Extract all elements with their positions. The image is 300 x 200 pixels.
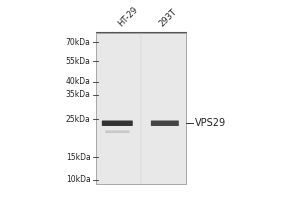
- FancyBboxPatch shape: [102, 121, 133, 126]
- Text: 55kDa: 55kDa: [66, 57, 91, 66]
- Text: 70kDa: 70kDa: [66, 38, 91, 47]
- FancyBboxPatch shape: [105, 130, 130, 133]
- Bar: [97, 33, 186, 184]
- Text: 40kDa: 40kDa: [66, 77, 91, 86]
- FancyBboxPatch shape: [151, 121, 179, 126]
- Text: HT-29: HT-29: [116, 5, 139, 28]
- Text: 35kDa: 35kDa: [66, 90, 91, 99]
- Text: 15kDa: 15kDa: [66, 153, 91, 162]
- Text: 293T: 293T: [158, 7, 178, 28]
- Text: 10kDa: 10kDa: [66, 175, 91, 184]
- Text: VPS29: VPS29: [195, 118, 226, 128]
- Text: 25kDa: 25kDa: [66, 115, 91, 124]
